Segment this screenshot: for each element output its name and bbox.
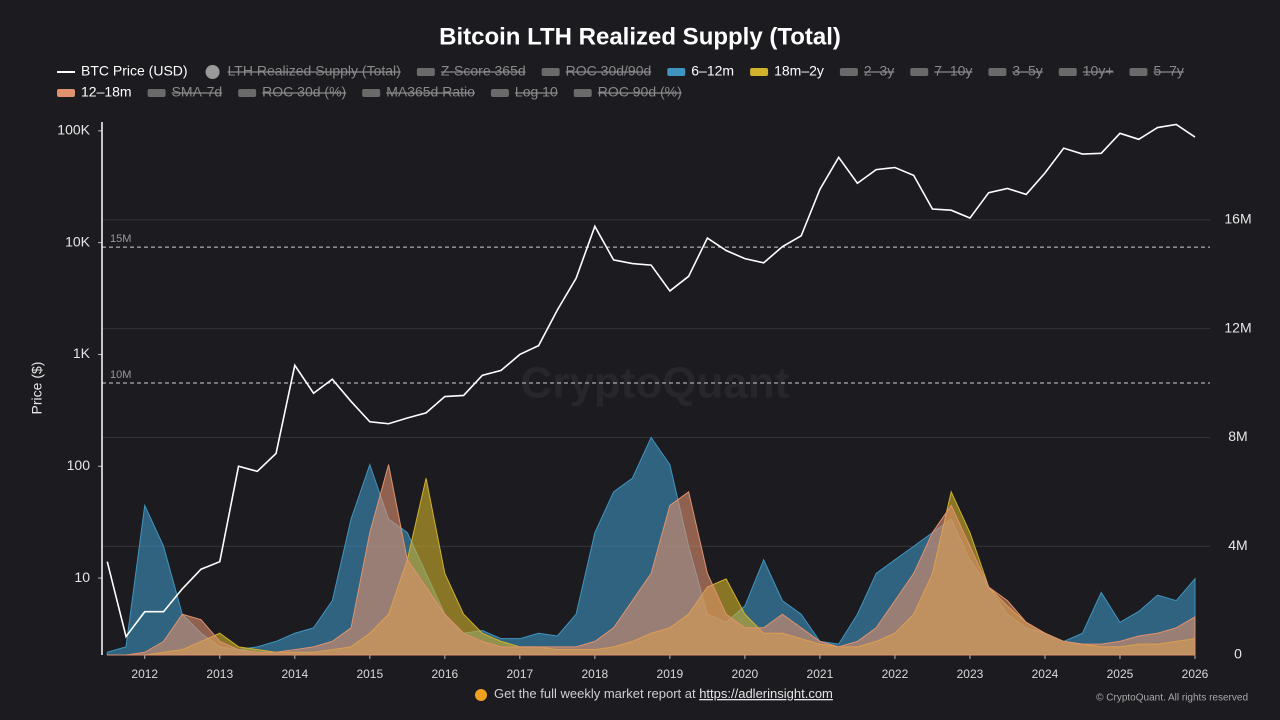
legend-marker [147,89,166,97]
reference-label: 10M [110,369,131,381]
x-tick-label: 2025 [1107,667,1134,681]
x-tick-label: 2019 [657,667,684,681]
legend-item[interactable]: Log 10 [490,84,558,100]
legend-label: 10y+ [1083,63,1114,79]
legend-label: Log 10 [515,84,558,100]
legend-marker [1129,68,1148,76]
copyright: © CryptoQuant. All rights reserved [1096,693,1248,704]
legend-item[interactable]: LTH Realized Supply (Total) [205,63,401,79]
footer-icon [475,689,487,701]
y2-tick-label: 4M [1228,537,1247,553]
legend-item[interactable]: 3–5y [988,63,1043,79]
y-tick-label: 100K [57,122,90,138]
legend-label: 6–12m [691,63,734,79]
legend-marker [750,68,769,76]
x-tick-label: 2018 [582,667,609,681]
y2-tick-label: 16M [1224,211,1251,227]
legend-marker [839,68,858,76]
legend-label: 12–18m [81,84,132,100]
price-line [106,123,1196,639]
legend-item[interactable]: 7–10y [910,63,973,79]
x-tick-label: 2015 [356,667,383,681]
y-axis-label: Price ($) [29,362,45,415]
legend-item[interactable]: 18m–2y [750,63,824,79]
legend-item[interactable]: ROC 90d (%) [573,84,682,100]
legend-marker [1058,68,1077,76]
legend-label: ROC 30d (%) [262,84,346,100]
x-tick-label: 2016 [431,667,458,681]
legend-label: 3–5y [1012,63,1042,79]
x-tick-label: 2013 [206,667,233,681]
x-tick-label: 2022 [882,667,909,681]
x-tick-label: 2017 [506,667,533,681]
legend-label: ROC 90d (%) [598,84,682,100]
x-tick-label: 2014 [281,667,308,681]
legend-marker [988,68,1007,76]
legend-label: MA365d Ratio [386,84,475,100]
y-tick-label: 10K [65,233,91,249]
legend-item[interactable]: BTC Price (USD) [57,63,188,79]
footer-link[interactable]: https://adlerinsight.com [699,686,833,701]
chart-title: Bitcoin LTH Realized Supply (Total) [439,23,841,50]
legend-label: Z-Score 365d [441,63,526,79]
legend-marker [416,68,435,76]
legend-marker [205,65,220,79]
legend-item[interactable]: ROC 30d (%) [238,84,347,100]
legend-item[interactable]: SMA-7d [147,84,223,100]
x-tick-label: 2020 [732,667,759,681]
legend-label: LTH Realized Supply (Total) [228,63,401,79]
legend-marker [490,89,509,97]
legend-label: 18m–2y [774,63,824,79]
plot-layer: 0 4M 8M 12M 16M 10 100 1K 10K 100K 2012 2013 2014 201… [57,122,1251,682]
legend-label: BTC Price (USD) [81,63,188,79]
reference-label: 15M [110,233,131,245]
legend-label: ROC 30d/90d [566,63,652,79]
legend-label: SMA-7d [172,84,223,100]
y2-tick-label: 12M [1224,319,1251,335]
legend-marker [910,68,929,76]
legend-marker [57,89,75,97]
legend-marker [573,89,592,97]
legend-label: 7–10y [934,63,972,79]
legend-item[interactable]: Z-Score 365d [416,63,526,79]
legend-marker [238,89,257,97]
x-tick-label: 2021 [807,667,834,681]
legend-item[interactable]: MA365d Ratio [362,84,475,100]
footer-text: Get the full weekly market report at [494,686,699,701]
x-tick-label: 2026 [1182,667,1209,681]
legend-item[interactable]: 2–3y [839,63,895,79]
legend-marker [667,68,686,76]
legend-label: 5–7y [1154,63,1184,79]
x-tick-label: 2023 [957,667,984,681]
x-tick-label: 2012 [131,667,158,681]
legend-item[interactable]: 12–18m [57,84,132,100]
legend-label: 2–3y [864,63,894,79]
legend-item[interactable]: 5–7y [1129,63,1184,79]
legend-marker [362,89,381,97]
area [107,464,1196,656]
footer: Get the full weekly market report at htt… [494,686,833,701]
legend-item[interactable]: 10y+ [1058,63,1114,79]
y-tick-label: 10 [74,569,90,585]
legend-item[interactable]: 6–12m [667,63,734,79]
legend-item[interactable]: ROC 30d/90d [541,63,652,79]
y-tick-label: 100 [67,457,91,473]
x-tick-label: 2024 [1032,667,1059,681]
y2-tick-label: 0 [1234,646,1242,662]
y2-tick-label: 8M [1228,428,1247,444]
legend-marker [541,68,560,76]
y-tick-label: 1K [73,345,91,361]
legend: BTC Price (USD) LTH Realized Supply (Tota… [57,63,1184,100]
